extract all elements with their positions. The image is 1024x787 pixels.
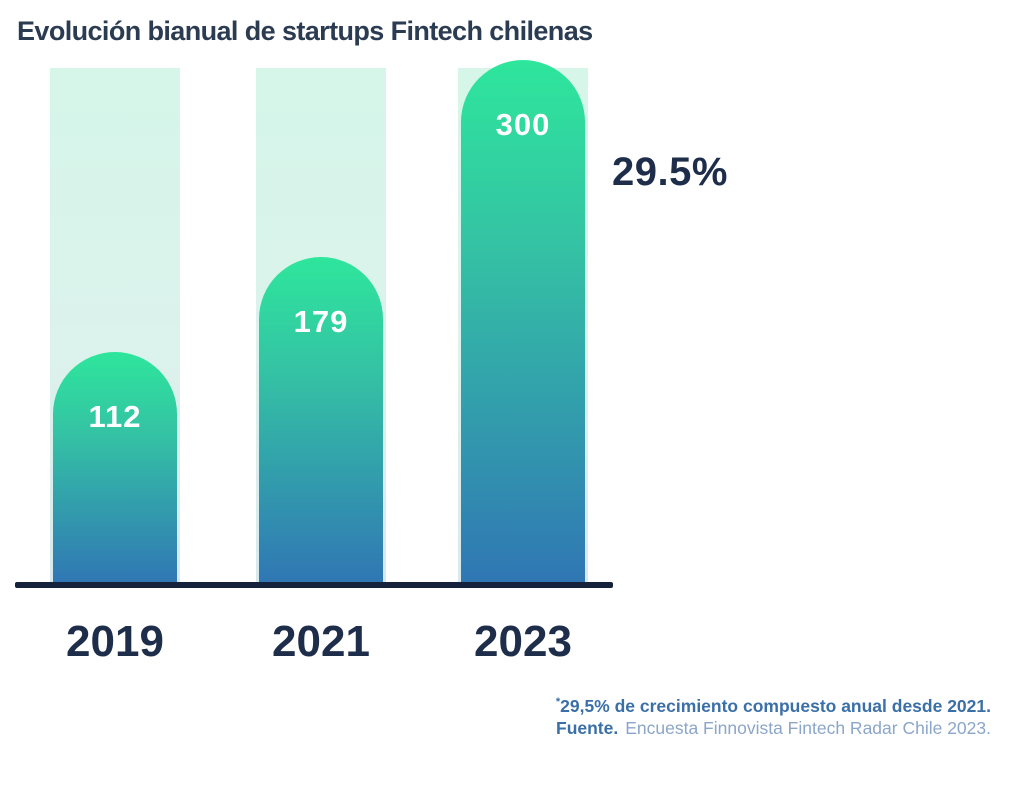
chart-title: Evolución bianual de startups Fintech ch… <box>17 16 593 46</box>
footnote-line1-text: 29,5% de crecimiento compuesto anual des… <box>560 696 991 716</box>
footnote-source-text: Encuesta Finnovista Fintech Radar Chile … <box>625 718 991 738</box>
year-label-2021: 2021 <box>272 617 370 666</box>
growth-annotation: 29.5% <box>612 150 728 194</box>
bar-value-2021: 179 <box>293 304 349 339</box>
bar-fill-2019: 112 <box>53 352 177 582</box>
footnote-source-label: Fuente. <box>556 718 619 738</box>
asterisk-mark: * <box>555 696 561 709</box>
bar-group-2021: 179 <box>256 68 386 582</box>
bar-group-2023: 300 <box>458 60 588 582</box>
bar-value-2019: 112 <box>88 399 142 434</box>
x-axis-line <box>15 582 613 588</box>
footnote-line1: *29,5% de crecimiento compuesto anual de… <box>556 695 991 717</box>
year-label-2019: 2019 <box>66 617 164 666</box>
bar-group-2019: 112 <box>50 68 180 582</box>
footnote: *29,5% de crecimiento compuesto anual de… <box>556 695 991 739</box>
bar-fill-2023: 300 <box>461 60 585 582</box>
bar-fill-2021: 179 <box>259 257 383 582</box>
bar-value-2023: 300 <box>495 107 551 142</box>
year-label-2023: 2023 <box>474 617 572 666</box>
footnote-line2: Fuente. Encuesta Finnovista Fintech Radar… <box>556 717 991 739</box>
